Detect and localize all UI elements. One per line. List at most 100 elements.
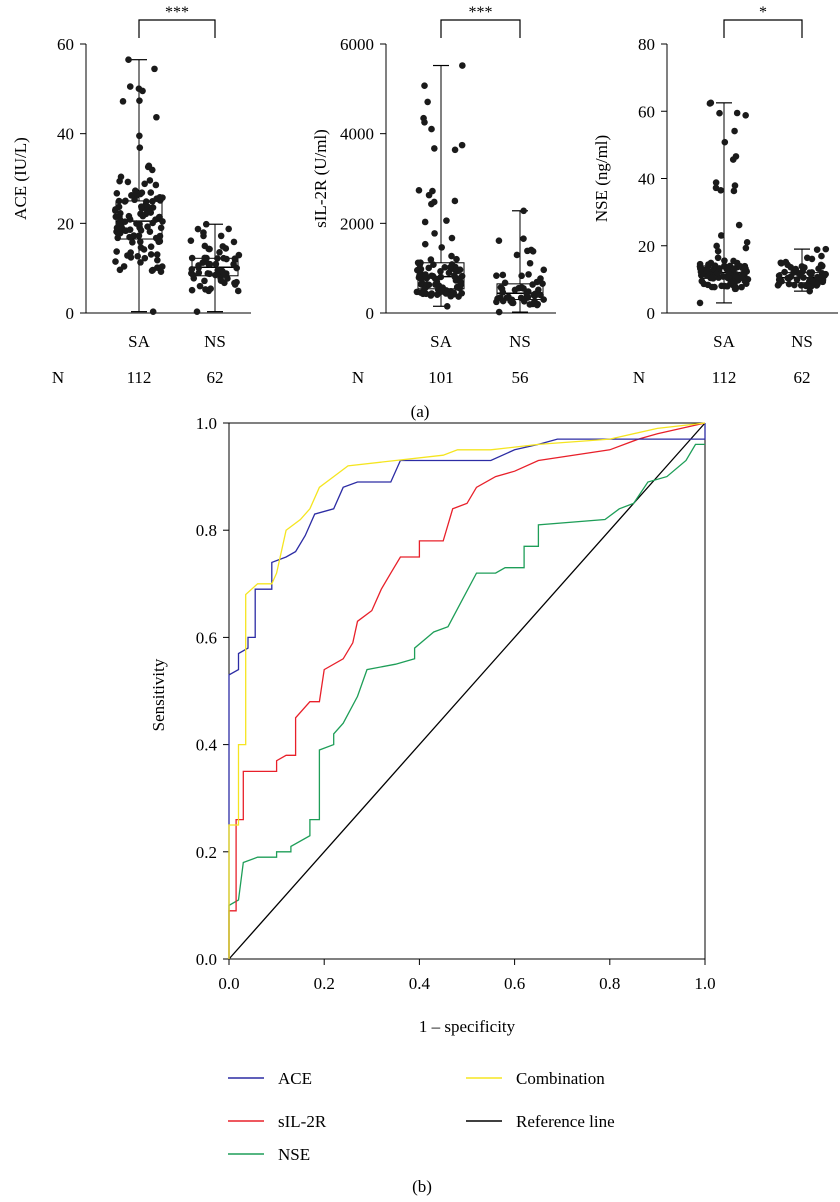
data-point (727, 279, 735, 286)
data-point (153, 113, 160, 121)
data-point (431, 145, 438, 152)
data-point (732, 153, 740, 160)
data-point (158, 263, 166, 270)
data-point (117, 216, 124, 224)
data-point (154, 256, 161, 264)
y-tick-label: 0.6 (196, 628, 217, 647)
data-point (712, 179, 720, 186)
data-point (801, 264, 808, 271)
data-point (809, 277, 816, 285)
data-point (524, 247, 531, 255)
data-point (421, 240, 429, 248)
data-point (122, 227, 130, 234)
y-tick-label: 0.4 (196, 736, 218, 755)
data-point (437, 268, 444, 275)
box-plot-area: 0 20 40 60 (57, 19, 251, 323)
data-point (188, 286, 196, 294)
data-point (131, 187, 139, 195)
roc-legend: ACE sIL-2R NSE Combination Reference lin… (228, 1069, 615, 1164)
data-point (708, 274, 716, 281)
significance-stars: *** (165, 4, 189, 21)
data-point (113, 190, 121, 197)
data-point (223, 255, 230, 263)
data-point (231, 281, 239, 288)
data-point (781, 268, 788, 276)
data-point (136, 144, 144, 151)
data-point (417, 259, 424, 267)
significance-stars: * (759, 4, 767, 21)
data-point (148, 267, 156, 274)
y-tick-label: 40 (57, 125, 74, 144)
data-point (144, 223, 151, 230)
data-point (140, 246, 148, 253)
y-tick-label: 40 (638, 170, 655, 189)
data-point (717, 232, 725, 239)
roc-curve-nse (228, 443, 705, 959)
data-point (533, 301, 541, 309)
x-tick-label: 0.8 (599, 974, 620, 993)
data-point (414, 266, 421, 274)
data-point (437, 273, 445, 281)
data-point (119, 98, 127, 105)
panel-b-label: (b) (412, 1177, 432, 1196)
data-point (129, 239, 136, 246)
data-point (816, 274, 824, 281)
data-point (424, 98, 431, 106)
roc-curve-reference-line (228, 422, 706, 960)
data-point (505, 293, 512, 301)
data-point (156, 213, 163, 221)
data-point (818, 252, 825, 260)
data-point (112, 213, 120, 221)
data-point (714, 247, 722, 255)
data-point (448, 234, 456, 242)
data-point (195, 262, 202, 269)
data-point (454, 267, 462, 275)
y-axis-label: ACE (IU/L) (11, 137, 30, 220)
y-tick-label: 4000 (340, 125, 374, 144)
data-point (443, 302, 451, 310)
y-tick-label: 60 (638, 102, 655, 121)
data-point (153, 264, 161, 271)
data-point (446, 264, 454, 271)
y-tick-label: 80 (638, 35, 655, 54)
data-point (205, 287, 212, 295)
category-label-1: NS (791, 332, 813, 351)
panel-a-label: (a) (411, 402, 430, 421)
data-point (422, 271, 429, 278)
data-point (214, 255, 221, 262)
category-label-0: SA (128, 332, 150, 351)
data-point (157, 224, 165, 232)
y-tick-label: 0 (366, 304, 375, 323)
data-point (499, 271, 507, 279)
data-point (195, 269, 203, 277)
y-tick-label: 0.8 (196, 521, 217, 540)
data-point (740, 265, 748, 273)
category-label-0: SA (713, 332, 735, 351)
data-point (126, 83, 134, 90)
data-point (448, 252, 455, 260)
data-point (133, 220, 140, 227)
data-point (456, 284, 464, 292)
data-point (493, 272, 500, 279)
box-plot-area: 0 20 40 60 80 (638, 19, 838, 323)
data-point (196, 282, 204, 290)
x-tick-label: 0.4 (409, 974, 431, 993)
data-point (703, 266, 710, 274)
legend-label-combination: Combination (516, 1069, 605, 1088)
data-point (112, 258, 119, 265)
data-point (797, 282, 805, 289)
data-point (124, 178, 132, 186)
y-tick-label: 1.0 (196, 414, 217, 433)
n-value-1: 62 (207, 368, 224, 387)
data-point (151, 65, 158, 73)
data-point (540, 266, 548, 274)
roc-plot-area: 0.0 0.2 0.4 0.6 0.8 1.0 0.0 0.2 0.4 0.6 0.8 1.0 (196, 414, 716, 993)
data-point (721, 138, 729, 146)
data-point (233, 264, 240, 272)
data-point (141, 180, 148, 188)
data-point (136, 238, 144, 246)
data-point (422, 290, 430, 298)
data-point (497, 284, 505, 291)
data-point (428, 125, 435, 133)
data-point (800, 274, 807, 281)
